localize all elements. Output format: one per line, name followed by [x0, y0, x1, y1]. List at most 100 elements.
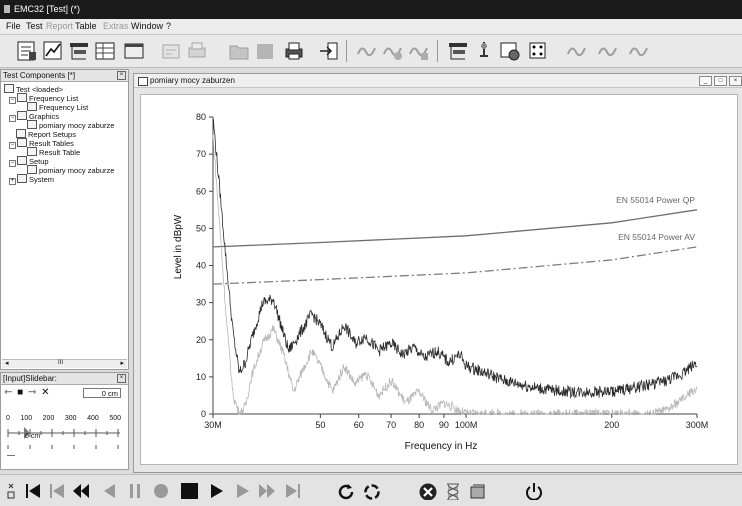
window-icon[interactable]: [123, 40, 145, 62]
graphics-icon: [27, 120, 37, 129]
panel-title: [Input]Slidebar:: [3, 374, 57, 383]
tree-item[interactable]: + System: [9, 174, 55, 185]
minimize-icon[interactable]: _: [699, 76, 712, 86]
stop-icon[interactable]: ■: [17, 387, 25, 398]
y-tick-label: 40: [196, 261, 206, 271]
first-icon[interactable]: [24, 482, 42, 500]
x-tick-label: 30M: [204, 420, 222, 430]
y-tick-label: 80: [196, 112, 206, 122]
scroll-thumb[interactable]: III: [58, 360, 64, 366]
cycle-icon[interactable]: [362, 482, 382, 500]
step-forward-icon[interactable]: [234, 482, 252, 500]
collapse-icon[interactable]: −: [9, 160, 16, 167]
power-icon[interactable]: [524, 482, 544, 500]
wave-2-icon[interactable]: [382, 40, 404, 62]
tree-item[interactable]: − Result Tables: [9, 138, 74, 149]
collapse-icon[interactable]: −: [9, 115, 16, 122]
tree-item[interactable]: − Graphics: [9, 111, 60, 122]
panel-title: Test Components [*]: [3, 71, 76, 80]
wave-6-icon[interactable]: [628, 40, 650, 62]
report-edit-icon[interactable]: [16, 40, 38, 62]
cancel-icon[interactable]: [418, 482, 438, 500]
x-tick-label: 90: [439, 420, 449, 430]
tree-item[interactable]: Test <loaded>: [4, 84, 63, 94]
series-line: [212, 209, 698, 248]
menu-file[interactable]: File: [6, 21, 21, 31]
tree-item[interactable]: pomiary mocy zaburze: [27, 165, 114, 175]
probe-icon[interactable]: [473, 40, 495, 62]
slidebar-tools: ⇽ ■ ⇾ ✕: [4, 387, 51, 398]
folder-icon: [17, 111, 27, 120]
tree-item[interactable]: − Frequency List: [9, 93, 79, 104]
graphics-icon[interactable]: [42, 40, 64, 62]
stop-icon[interactable]: [254, 40, 276, 62]
y-tick-label: 20: [196, 335, 206, 345]
toolbar-separator: [437, 40, 438, 62]
wave-icon[interactable]: [356, 40, 378, 62]
device-setup-icon[interactable]: [68, 40, 90, 62]
tree-item[interactable]: pomiary mocy zaburze: [27, 120, 114, 130]
wave-3-icon[interactable]: [408, 40, 430, 62]
printer-icon[interactable]: [283, 40, 305, 62]
close-icon[interactable]: ×: [117, 71, 126, 80]
menu-table[interactable]: Table: [75, 21, 97, 31]
wave-4-icon[interactable]: [566, 40, 588, 62]
expand-icon[interactable]: +: [9, 178, 16, 185]
edit-template-icon[interactable]: [160, 40, 182, 62]
ruler[interactable]: [6, 425, 124, 451]
menu-extras[interactable]: Extras: [103, 21, 129, 31]
y-tick-label: 0: [201, 409, 206, 419]
play-icon[interactable]: [208, 482, 226, 500]
chart-area: 0 10 20 30 40 50 60 70 80 30M 50 60 70 80 90 100M 200 300…: [140, 94, 738, 465]
folder-icon: [17, 174, 27, 183]
table-icon[interactable]: [94, 40, 116, 62]
scan-settings-icon[interactable]: [499, 40, 521, 62]
slidebar-panel: [Input]Slidebar: × ⇽ ■ ⇾ ✕ 0 cm 0 100 20…: [0, 372, 129, 470]
menu-report[interactable]: Report: [46, 21, 74, 31]
export-icon[interactable]: [318, 40, 340, 62]
fast-back-icon[interactable]: [72, 482, 90, 500]
refresh-icon[interactable]: [336, 482, 356, 500]
graphics-window-header: pomiary mocy zaburzen _ □ ×: [134, 74, 742, 88]
settings-icon[interactable]: [468, 482, 488, 500]
scroll-right-icon[interactable]: ▸: [120, 360, 124, 367]
toolbar-grip-icon: [7, 483, 15, 499]
arrow-left-icon[interactable]: ⇽: [4, 387, 14, 398]
wave-5-icon[interactable]: [597, 40, 619, 62]
maximize-icon[interactable]: □: [714, 76, 727, 86]
position-field[interactable]: 0 cm: [83, 388, 121, 398]
scroll-left-icon[interactable]: ◂: [5, 360, 9, 367]
stop-icon[interactable]: [180, 482, 200, 500]
collapse-icon[interactable]: −: [9, 97, 16, 104]
tree-item[interactable]: Frequency List: [27, 102, 88, 112]
arrow-right-icon[interactable]: ⇾: [28, 387, 38, 398]
x-tick-label: 70: [386, 420, 396, 430]
tree-item[interactable]: − Setup: [9, 156, 49, 167]
step-back-icon[interactable]: [100, 482, 118, 500]
dice-icon[interactable]: [527, 40, 549, 62]
pause-icon[interactable]: [126, 482, 144, 500]
series-line: [212, 134, 698, 416]
hourglass-icon[interactable]: [444, 482, 462, 500]
menu-help[interactable]: ?: [166, 21, 172, 31]
x-tick-label: 100M: [455, 420, 478, 430]
tree-item[interactable]: Result Table: [27, 147, 80, 157]
device-config-icon[interactable]: [447, 40, 469, 62]
frequency-chart[interactable]: 0 10 20 30 40 50 60 70 80 30M 50 60 70 80 90 100M 200 300…: [141, 95, 737, 464]
close-icon[interactable]: ×: [729, 76, 742, 86]
tools-icon[interactable]: ✕: [41, 387, 51, 398]
menu-window[interactable]: Window: [131, 21, 164, 31]
close-icon[interactable]: ×: [117, 374, 126, 383]
prev-page-icon[interactable]: [48, 482, 66, 500]
print-setup-icon[interactable]: [186, 40, 208, 62]
menu-test[interactable]: Test: [26, 21, 43, 31]
window-title: EMC32 [Test] (*): [14, 4, 81, 14]
collapse-icon[interactable]: −: [9, 142, 16, 149]
x-axis-label: Frequency in Hz: [405, 441, 478, 452]
last-icon[interactable]: [284, 482, 302, 500]
tree-item[interactable]: Report Setups: [16, 129, 76, 139]
folder-icon[interactable]: [228, 40, 250, 62]
fast-forward-icon[interactable]: [258, 482, 276, 500]
record-icon[interactable]: [152, 482, 170, 500]
horizontal-scrollbar[interactable]: ◂ III ▸: [2, 359, 127, 368]
